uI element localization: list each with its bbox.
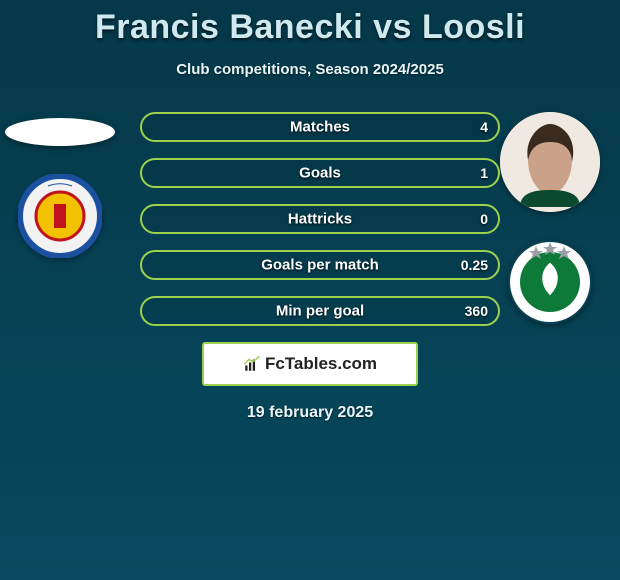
stat-label: Goals: [299, 165, 341, 182]
player-left-avatar: [5, 118, 115, 146]
stat-value-right: 360: [465, 303, 488, 319]
stat-value-right: 1: [480, 165, 488, 181]
page-title: Francis Banecki vs Loosli: [0, 0, 620, 47]
club-badge-icon: [508, 240, 592, 324]
page-subtitle: Club competitions, Season 2024/2025: [0, 61, 620, 78]
club-badge-icon: [18, 174, 102, 258]
brand-badge[interactable]: FcTables.com: [202, 342, 418, 386]
snapshot-date: 19 february 2025: [0, 404, 620, 422]
stat-label: Matches: [290, 119, 350, 136]
brand-label: FcTables.com: [265, 354, 377, 374]
stat-value-right: 0.25: [461, 257, 488, 273]
stat-value-right: 0: [480, 211, 488, 227]
player-left-column: [0, 112, 120, 258]
stat-bar: Goals per match 0.25: [140, 250, 500, 280]
player-right-column: [490, 112, 610, 324]
stat-bar: Goals 1: [140, 158, 500, 188]
stats-list: Matches 4 Goals 1 Hattricks 0 Goals per match 0…: [140, 112, 500, 326]
stat-bar: Min per goal 360: [140, 296, 500, 326]
stat-bar: Hattricks 0: [140, 204, 500, 234]
chart-icon: [243, 355, 261, 373]
avatar-placeholder-icon: [500, 112, 600, 212]
stat-label: Hattricks: [288, 211, 352, 228]
player-left-club-badge: [18, 174, 102, 258]
stat-value-right: 4: [480, 119, 488, 135]
stat-bar: Matches 4: [140, 112, 500, 142]
stat-label: Min per goal: [276, 303, 364, 320]
player-right-avatar: [500, 112, 600, 212]
player-right-club-badge: [508, 240, 592, 324]
comparison-content: Matches 4 Goals 1 Hattricks 0 Goals per match 0…: [0, 112, 620, 422]
stat-label: Goals per match: [261, 257, 379, 274]
